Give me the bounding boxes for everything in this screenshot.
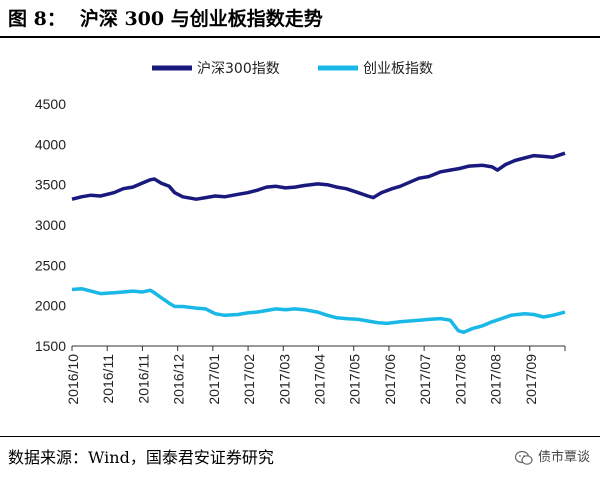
x-tick-label-12: 2017/08 bbox=[488, 354, 504, 405]
y-tick-label-6: 4500 bbox=[35, 96, 66, 112]
line-chart: 沪深300指数 创业板指数 1500 2000 2500 3000 3500 4000 450… bbox=[35, 61, 566, 405]
x-tick-label-13: 2017/09 bbox=[523, 354, 539, 405]
x-tick-label-1: 2016/11 bbox=[100, 354, 116, 404]
watermark: 债市覃谈 bbox=[514, 446, 590, 470]
x-tick-label-4: 2017/01 bbox=[206, 354, 222, 405]
x-tick-label-10: 2017/07 bbox=[417, 354, 433, 405]
x-tick-label-9: 2017/06 bbox=[382, 354, 398, 405]
x-axis: 2016/10 2016/11 2016/11 2016/12 2017/01 2017/… bbox=[65, 345, 566, 405]
figure-title-text: 沪深 300 与创业板指数走势 bbox=[79, 8, 323, 30]
x-tick-label-11: 2017/08 bbox=[452, 354, 468, 405]
y-tick-label-2: 2500 bbox=[35, 257, 66, 273]
y-tick-label-3: 3000 bbox=[35, 217, 66, 233]
x-tick-label-3: 2016/12 bbox=[171, 354, 187, 405]
y-tick-label-1: 2000 bbox=[35, 298, 66, 314]
series-line-0 bbox=[71, 151, 566, 201]
data-source: 数据来源：Wind，国泰君安证券研究 bbox=[8, 448, 274, 467]
x-tick-label-2: 2016/11 bbox=[135, 354, 151, 404]
wechat-icon bbox=[514, 450, 533, 465]
title-rule bbox=[0, 36, 600, 38]
x-tick-label-5: 2017/02 bbox=[241, 354, 257, 405]
chart-legend: 沪深300指数 创业板指数 bbox=[152, 61, 433, 77]
x-tick-label-0: 2016/10 bbox=[65, 354, 81, 405]
y-tick-label-4: 3500 bbox=[35, 177, 66, 193]
x-tick-label-6: 2017/03 bbox=[276, 354, 292, 405]
y-tick-label-0: 1500 bbox=[35, 338, 66, 354]
y-axis: 1500 2000 2500 3000 3500 4000 4500 bbox=[35, 96, 66, 354]
figure-title: 图 8： 沪深 300 与创业板指数走势 bbox=[8, 4, 592, 34]
series-layer bbox=[71, 151, 566, 335]
legend-label-0: 沪深300指数 bbox=[197, 61, 280, 77]
figure-number: 图 8： bbox=[8, 8, 66, 30]
watermark-text: 债市覃谈 bbox=[537, 450, 590, 465]
x-tick-label-8: 2017/05 bbox=[347, 354, 363, 405]
source-rule bbox=[0, 436, 600, 437]
legend-label-1: 创业板指数 bbox=[363, 61, 433, 77]
series-line-1 bbox=[71, 286, 566, 335]
x-tick-label-7: 2017/04 bbox=[312, 354, 328, 405]
y-tick-label-5: 4000 bbox=[35, 136, 66, 152]
